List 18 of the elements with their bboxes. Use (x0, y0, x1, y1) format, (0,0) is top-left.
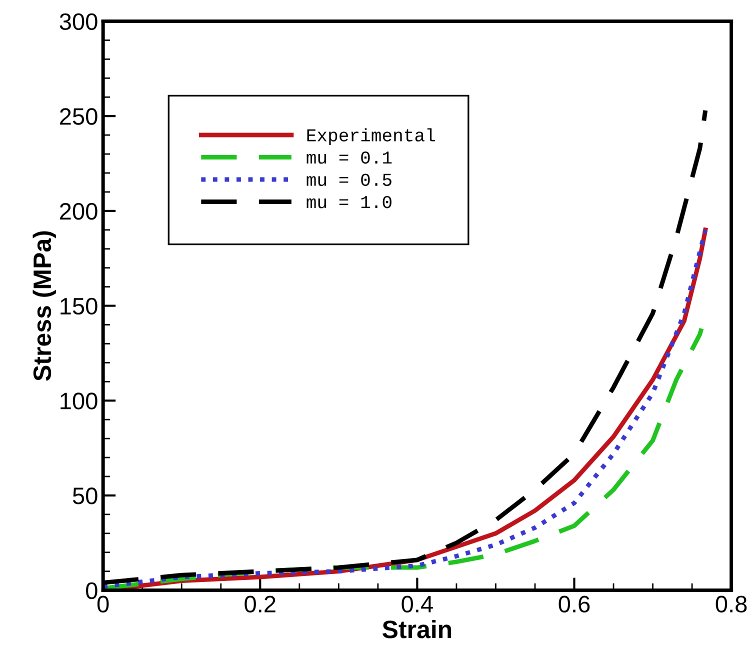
legend-label: Experimental (307, 128, 435, 146)
y-tick-label: 300 (60, 13, 98, 30)
x-axis-title: Strain (382, 620, 452, 638)
y-tick-label: 100 (60, 392, 98, 410)
x-tick-label: 0.2 (244, 596, 276, 612)
x-tick-label: 0 (97, 596, 109, 612)
y-tick-label: 250 (60, 108, 98, 125)
x-tick-label: 0.8 (716, 596, 747, 612)
legend-label: mu = 0.1 (306, 151, 392, 164)
y-axis-title: Stress (MPa) (32, 231, 56, 381)
x-tick-label: 0.4 (402, 596, 433, 612)
y-tick-label: 0 (86, 582, 98, 600)
y-tick-label: 50 (72, 488, 98, 504)
legend-label: mu = 0.5 (306, 174, 392, 186)
y-tick-label: 150 (60, 298, 98, 315)
y-tick-label: 200 (60, 203, 98, 220)
x-tick-label: 0.6 (558, 596, 590, 612)
legend-label: mu = 1.0 (306, 196, 392, 208)
